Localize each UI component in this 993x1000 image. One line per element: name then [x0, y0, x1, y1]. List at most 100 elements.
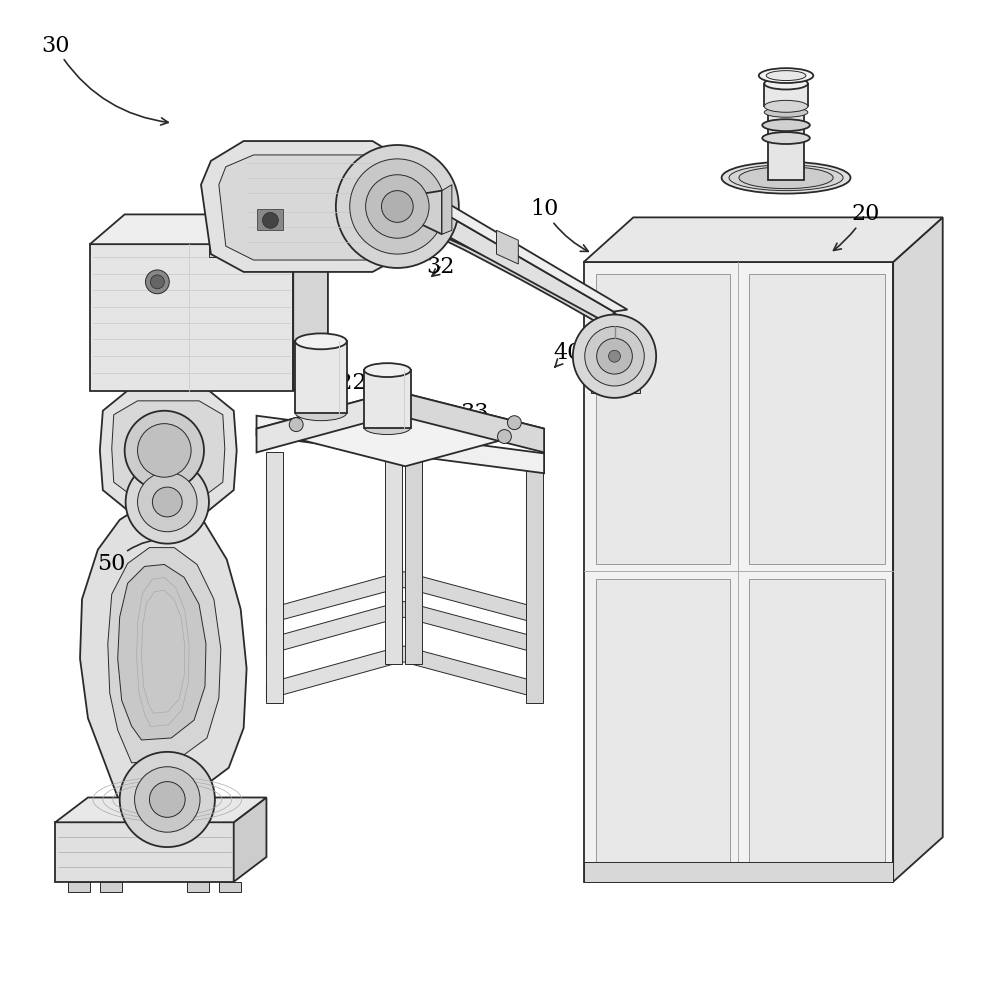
Text: 33: 33 — [461, 402, 494, 429]
Circle shape — [350, 159, 445, 254]
Polygon shape — [422, 195, 628, 312]
Polygon shape — [412, 222, 616, 333]
Polygon shape — [295, 341, 347, 413]
Ellipse shape — [765, 107, 808, 117]
Polygon shape — [80, 502, 246, 802]
Polygon shape — [591, 381, 606, 393]
Polygon shape — [584, 217, 942, 262]
Polygon shape — [69, 882, 90, 892]
Circle shape — [138, 424, 191, 477]
Circle shape — [609, 350, 621, 362]
Polygon shape — [266, 452, 283, 703]
Polygon shape — [118, 564, 206, 740]
Polygon shape — [405, 416, 422, 664]
Polygon shape — [893, 217, 942, 882]
Polygon shape — [395, 391, 544, 452]
Polygon shape — [100, 389, 236, 512]
Ellipse shape — [364, 363, 411, 377]
Polygon shape — [112, 401, 224, 500]
Ellipse shape — [295, 333, 347, 349]
Text: 32: 32 — [426, 256, 454, 278]
Polygon shape — [626, 381, 640, 393]
Circle shape — [497, 430, 511, 443]
Polygon shape — [412, 203, 616, 323]
Polygon shape — [588, 371, 643, 383]
Circle shape — [138, 472, 197, 532]
Ellipse shape — [767, 71, 806, 81]
Text: 50: 50 — [97, 535, 168, 575]
Polygon shape — [750, 274, 885, 564]
Polygon shape — [218, 155, 401, 260]
Polygon shape — [769, 103, 804, 180]
Polygon shape — [256, 391, 544, 466]
Circle shape — [507, 416, 521, 430]
Polygon shape — [209, 244, 293, 257]
Polygon shape — [417, 191, 442, 234]
Polygon shape — [526, 452, 543, 703]
Circle shape — [149, 782, 185, 817]
Circle shape — [573, 315, 656, 398]
Text: 321: 321 — [399, 229, 442, 254]
Ellipse shape — [763, 132, 810, 144]
Ellipse shape — [729, 165, 843, 191]
Polygon shape — [90, 214, 328, 244]
Text: 20: 20 — [833, 203, 880, 250]
Polygon shape — [256, 416, 544, 473]
Polygon shape — [765, 84, 808, 106]
Polygon shape — [233, 797, 266, 882]
Circle shape — [125, 411, 204, 490]
Polygon shape — [256, 209, 283, 230]
Text: 31: 31 — [347, 147, 376, 190]
Polygon shape — [402, 646, 543, 699]
Polygon shape — [90, 244, 293, 391]
Circle shape — [145, 270, 169, 294]
Circle shape — [120, 752, 214, 847]
Polygon shape — [56, 797, 266, 822]
Ellipse shape — [765, 78, 808, 89]
Polygon shape — [496, 230, 518, 264]
Polygon shape — [596, 274, 730, 564]
Ellipse shape — [364, 421, 411, 435]
Polygon shape — [442, 185, 452, 234]
Polygon shape — [422, 201, 614, 326]
Circle shape — [126, 460, 209, 544]
Polygon shape — [100, 882, 122, 892]
Polygon shape — [364, 370, 411, 428]
Polygon shape — [293, 214, 328, 391]
Polygon shape — [596, 579, 730, 872]
Polygon shape — [218, 882, 240, 892]
Polygon shape — [108, 548, 220, 763]
Polygon shape — [750, 579, 885, 872]
Polygon shape — [256, 391, 395, 452]
Ellipse shape — [295, 405, 347, 421]
Polygon shape — [266, 601, 402, 655]
Polygon shape — [402, 601, 543, 655]
Polygon shape — [584, 262, 893, 882]
Polygon shape — [56, 822, 233, 882]
Text: 30: 30 — [41, 35, 168, 125]
Circle shape — [289, 418, 303, 432]
Ellipse shape — [763, 119, 810, 131]
Circle shape — [150, 275, 164, 289]
Polygon shape — [385, 416, 402, 664]
Circle shape — [365, 175, 429, 238]
Polygon shape — [584, 862, 893, 882]
Circle shape — [135, 767, 200, 832]
Polygon shape — [402, 571, 543, 625]
Ellipse shape — [722, 162, 851, 194]
Text: 40: 40 — [554, 342, 582, 367]
Circle shape — [381, 191, 413, 222]
Circle shape — [262, 212, 278, 228]
Circle shape — [585, 326, 644, 386]
Circle shape — [336, 145, 459, 268]
Polygon shape — [266, 646, 402, 699]
Ellipse shape — [759, 68, 813, 83]
Polygon shape — [187, 882, 209, 892]
Text: 10: 10 — [530, 198, 588, 251]
Polygon shape — [266, 571, 402, 624]
Circle shape — [152, 487, 182, 517]
Ellipse shape — [739, 167, 833, 189]
Circle shape — [597, 338, 633, 374]
Ellipse shape — [765, 100, 808, 112]
Text: 322: 322 — [325, 372, 379, 400]
